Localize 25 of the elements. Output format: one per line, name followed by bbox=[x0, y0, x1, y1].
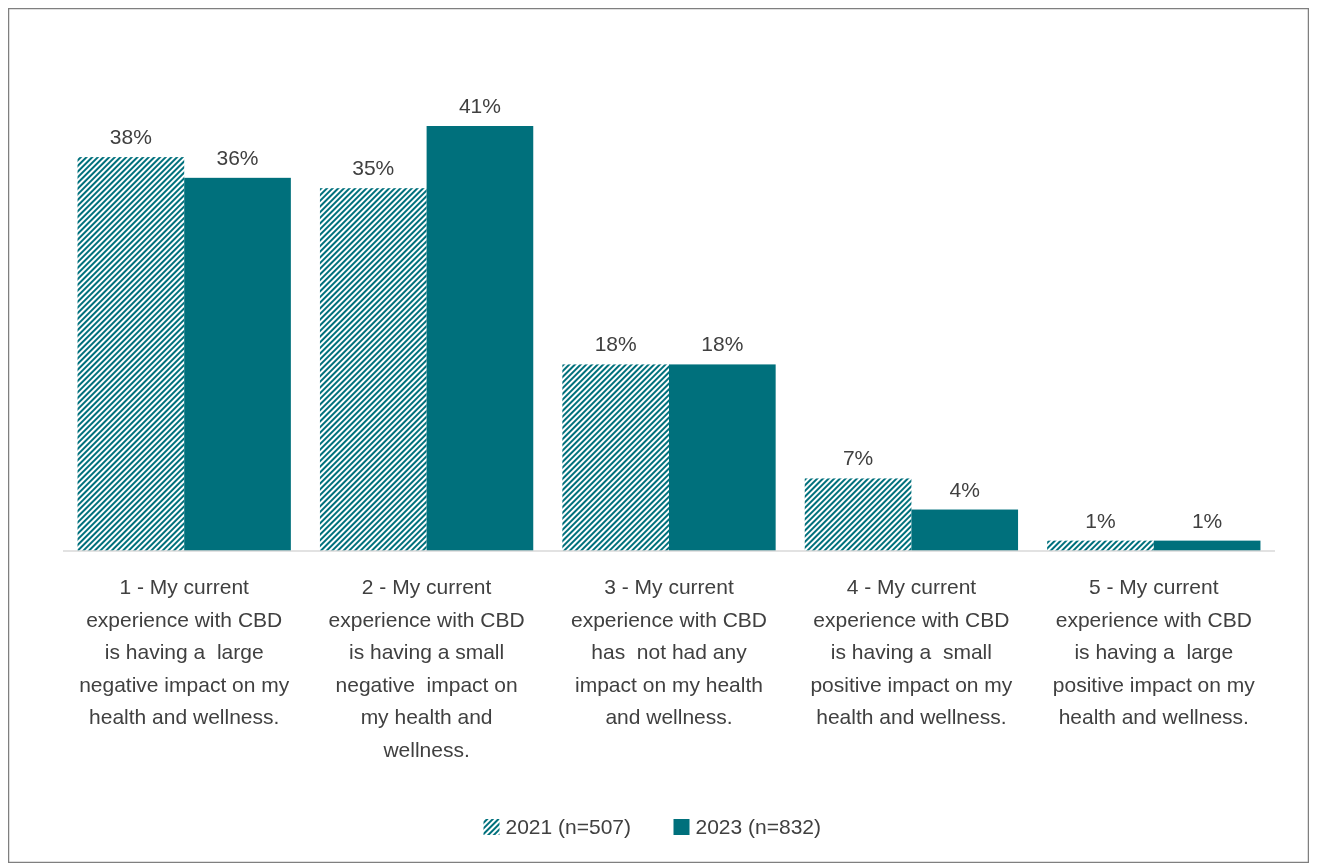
x-tick-label: 3 - My current experience with CBD has not had any impact on my health and wellness. bbox=[570, 575, 768, 728]
legend-label: 2021 (n=507) bbox=[505, 815, 632, 838]
data-label: 7% bbox=[842, 446, 874, 470]
data-label: 1% bbox=[1085, 508, 1116, 532]
bar bbox=[669, 364, 776, 551]
legend-label: 2023 (n=832) bbox=[695, 815, 822, 838]
bar bbox=[77, 157, 185, 551]
bar bbox=[911, 509, 1019, 551]
bar bbox=[319, 188, 427, 551]
bar bbox=[426, 126, 534, 551]
data-label: 35% bbox=[352, 156, 395, 180]
data-label: 1% bbox=[1191, 508, 1223, 532]
x-tick-label: 2 - My current experience with CBD is having a small negative impact on my health and wellness. bbox=[328, 575, 525, 761]
data-label: 18% bbox=[701, 332, 744, 356]
data-label: 36% bbox=[216, 145, 259, 169]
data-label: 38% bbox=[109, 125, 152, 149]
data-label: 18% bbox=[594, 332, 637, 356]
x-tick-label: 5 - My current experience with CBD is having a large positive impact on my health and wellness. bbox=[1052, 575, 1256, 728]
x-tick-label: 1 - My current experience with CBD is having a large negative impact on my health and wellness. bbox=[79, 575, 290, 728]
bar bbox=[184, 177, 291, 551]
x-tick-label: 4 - My current experience with CBD is having a small positive impact on my health and wellness. bbox=[810, 575, 1013, 728]
bar bbox=[562, 364, 669, 551]
bar bbox=[804, 478, 912, 551]
data-label: 4% bbox=[949, 477, 980, 501]
data-label: 41% bbox=[458, 94, 501, 117]
